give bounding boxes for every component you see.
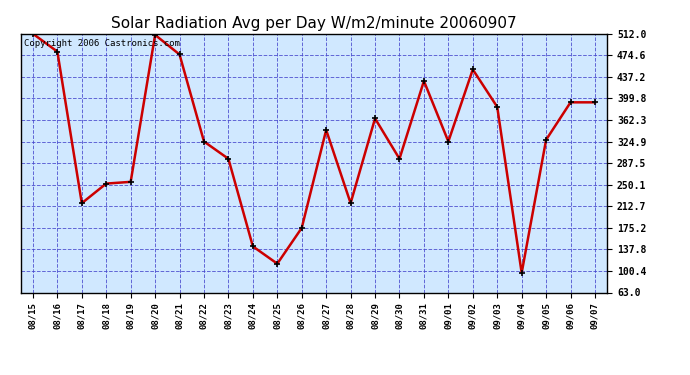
Text: Copyright 2006 Castronics.com: Copyright 2006 Castronics.com: [23, 39, 179, 48]
Title: Solar Radiation Avg per Day W/m2/minute 20060907: Solar Radiation Avg per Day W/m2/minute …: [111, 16, 517, 31]
